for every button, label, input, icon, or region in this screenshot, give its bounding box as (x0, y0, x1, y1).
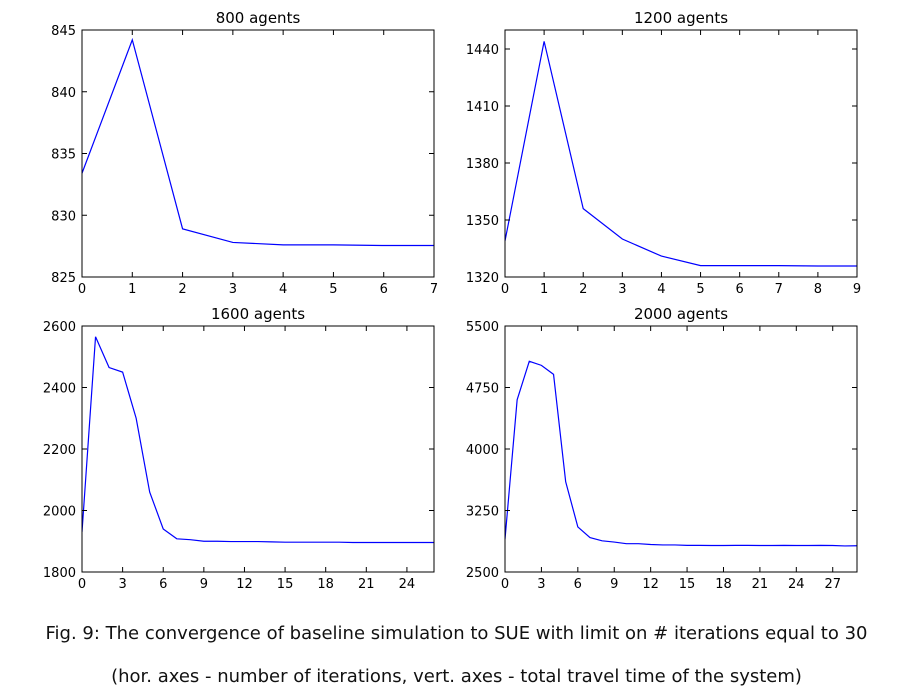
x-tick-label: 6 (380, 282, 388, 297)
x-tick-label: 0 (501, 282, 509, 297)
x-tick-label: 7 (775, 282, 783, 297)
y-tick-label: 845 (51, 24, 76, 39)
x-tick-label: 3 (118, 577, 126, 592)
x-tick-label: 3 (537, 577, 545, 592)
y-tick-label: 5500 (466, 320, 499, 335)
x-tick-label: 3 (229, 282, 237, 297)
y-tick-label: 4000 (466, 443, 499, 458)
x-tick-label: 5 (329, 282, 337, 297)
plot-frame (504, 29, 858, 278)
x-tick-label: 18 (715, 577, 732, 592)
y-tick-label: 2600 (43, 320, 76, 335)
chart-title: 2000 agents (634, 305, 728, 323)
y-tick-label: 830 (51, 209, 76, 224)
x-tick-label: 6 (159, 577, 167, 592)
x-tick-label: 0 (78, 577, 86, 592)
x-tick-label: 12 (642, 577, 659, 592)
y-tick-label: 3250 (466, 505, 499, 520)
y-tick-label: 840 (51, 86, 76, 101)
x-tick-label: 27 (824, 577, 841, 592)
x-tick-label: 2 (178, 282, 186, 297)
x-tick-label: 8 (814, 282, 822, 297)
x-tick-label: 9 (610, 577, 618, 592)
x-tick-label: 24 (399, 577, 416, 592)
series-line-1 (505, 41, 857, 267)
y-tick-label: 2000 (43, 505, 76, 520)
x-tick-label: 3 (618, 282, 626, 297)
x-tick-label: 15 (277, 577, 294, 592)
y-tick-label: 4750 (466, 382, 499, 397)
x-tick-label: 9 (853, 282, 861, 297)
series-line-1 (82, 37, 434, 247)
chart-panel-3: 1600 agents 0 3 6 9 12 15 18 21 24 1800 2000 2200 240… (43, 305, 435, 592)
y-tick-label: 1410 (466, 100, 499, 115)
y-tick-label: 835 (51, 148, 76, 163)
y-tick-label: 1380 (466, 157, 499, 172)
y-tick-label: 1440 (466, 43, 499, 58)
plot-frame (81, 29, 435, 278)
x-tick-label: 21 (358, 577, 375, 592)
x-tick-label: 5 (696, 282, 704, 297)
y-tick-label: 1350 (466, 214, 499, 229)
x-tick-label: 18 (317, 577, 334, 592)
chart-title: 1600 agents (211, 305, 305, 323)
x-tick-label: 7 (430, 282, 438, 297)
x-tick-label: 2 (579, 282, 587, 297)
y-tick-label: 2400 (43, 382, 76, 397)
chart-title: 1200 agents (634, 9, 728, 27)
x-tick-label: 0 (501, 577, 509, 592)
chart-panel-1: 800 agents 0 1 2 3 4 5 6 7 825 830 835 840 845 (51, 9, 438, 297)
y-tick-label: 1800 (43, 566, 76, 581)
x-tick-label: 4 (279, 282, 287, 297)
x-tick-label: 0 (78, 282, 86, 297)
chart-panel-4: 2000 agents 0 3 6 9 12 15 18 21 24 27 2500 3250 4000 4… (466, 305, 858, 592)
x-tick-label: 9 (200, 577, 208, 592)
y-tick-label: 2500 (466, 566, 499, 581)
chart-panel-2: 1200 agents 0 1 2 3 4 5 6 7 8 9 1320 1350 1380 1410 144… (466, 9, 861, 297)
figure-caption-line-1: Fig. 9: The convergence of baseline simu… (45, 623, 868, 644)
y-tick-label: 825 (51, 271, 76, 286)
x-tick-label: 6 (736, 282, 744, 297)
x-tick-label: 12 (236, 577, 253, 592)
plot-frame (81, 325, 435, 573)
y-tick-label: 1320 (466, 271, 499, 286)
figure-caption-line-2: (hor. axes - number of iterations, vert.… (111, 666, 802, 687)
x-tick-label: 6 (574, 577, 582, 592)
chart-title: 800 agents (216, 9, 301, 27)
x-tick-label: 4 (657, 282, 665, 297)
x-tick-label: 15 (679, 577, 696, 592)
series-line-1 (82, 336, 434, 544)
x-tick-label: 1 (128, 282, 136, 297)
x-tick-label: 21 (752, 577, 769, 592)
x-tick-label: 24 (788, 577, 805, 592)
series-line-1 (505, 360, 857, 547)
x-tick-label: 1 (540, 282, 548, 297)
plot-frame (504, 325, 858, 573)
y-tick-label: 2200 (43, 443, 76, 458)
